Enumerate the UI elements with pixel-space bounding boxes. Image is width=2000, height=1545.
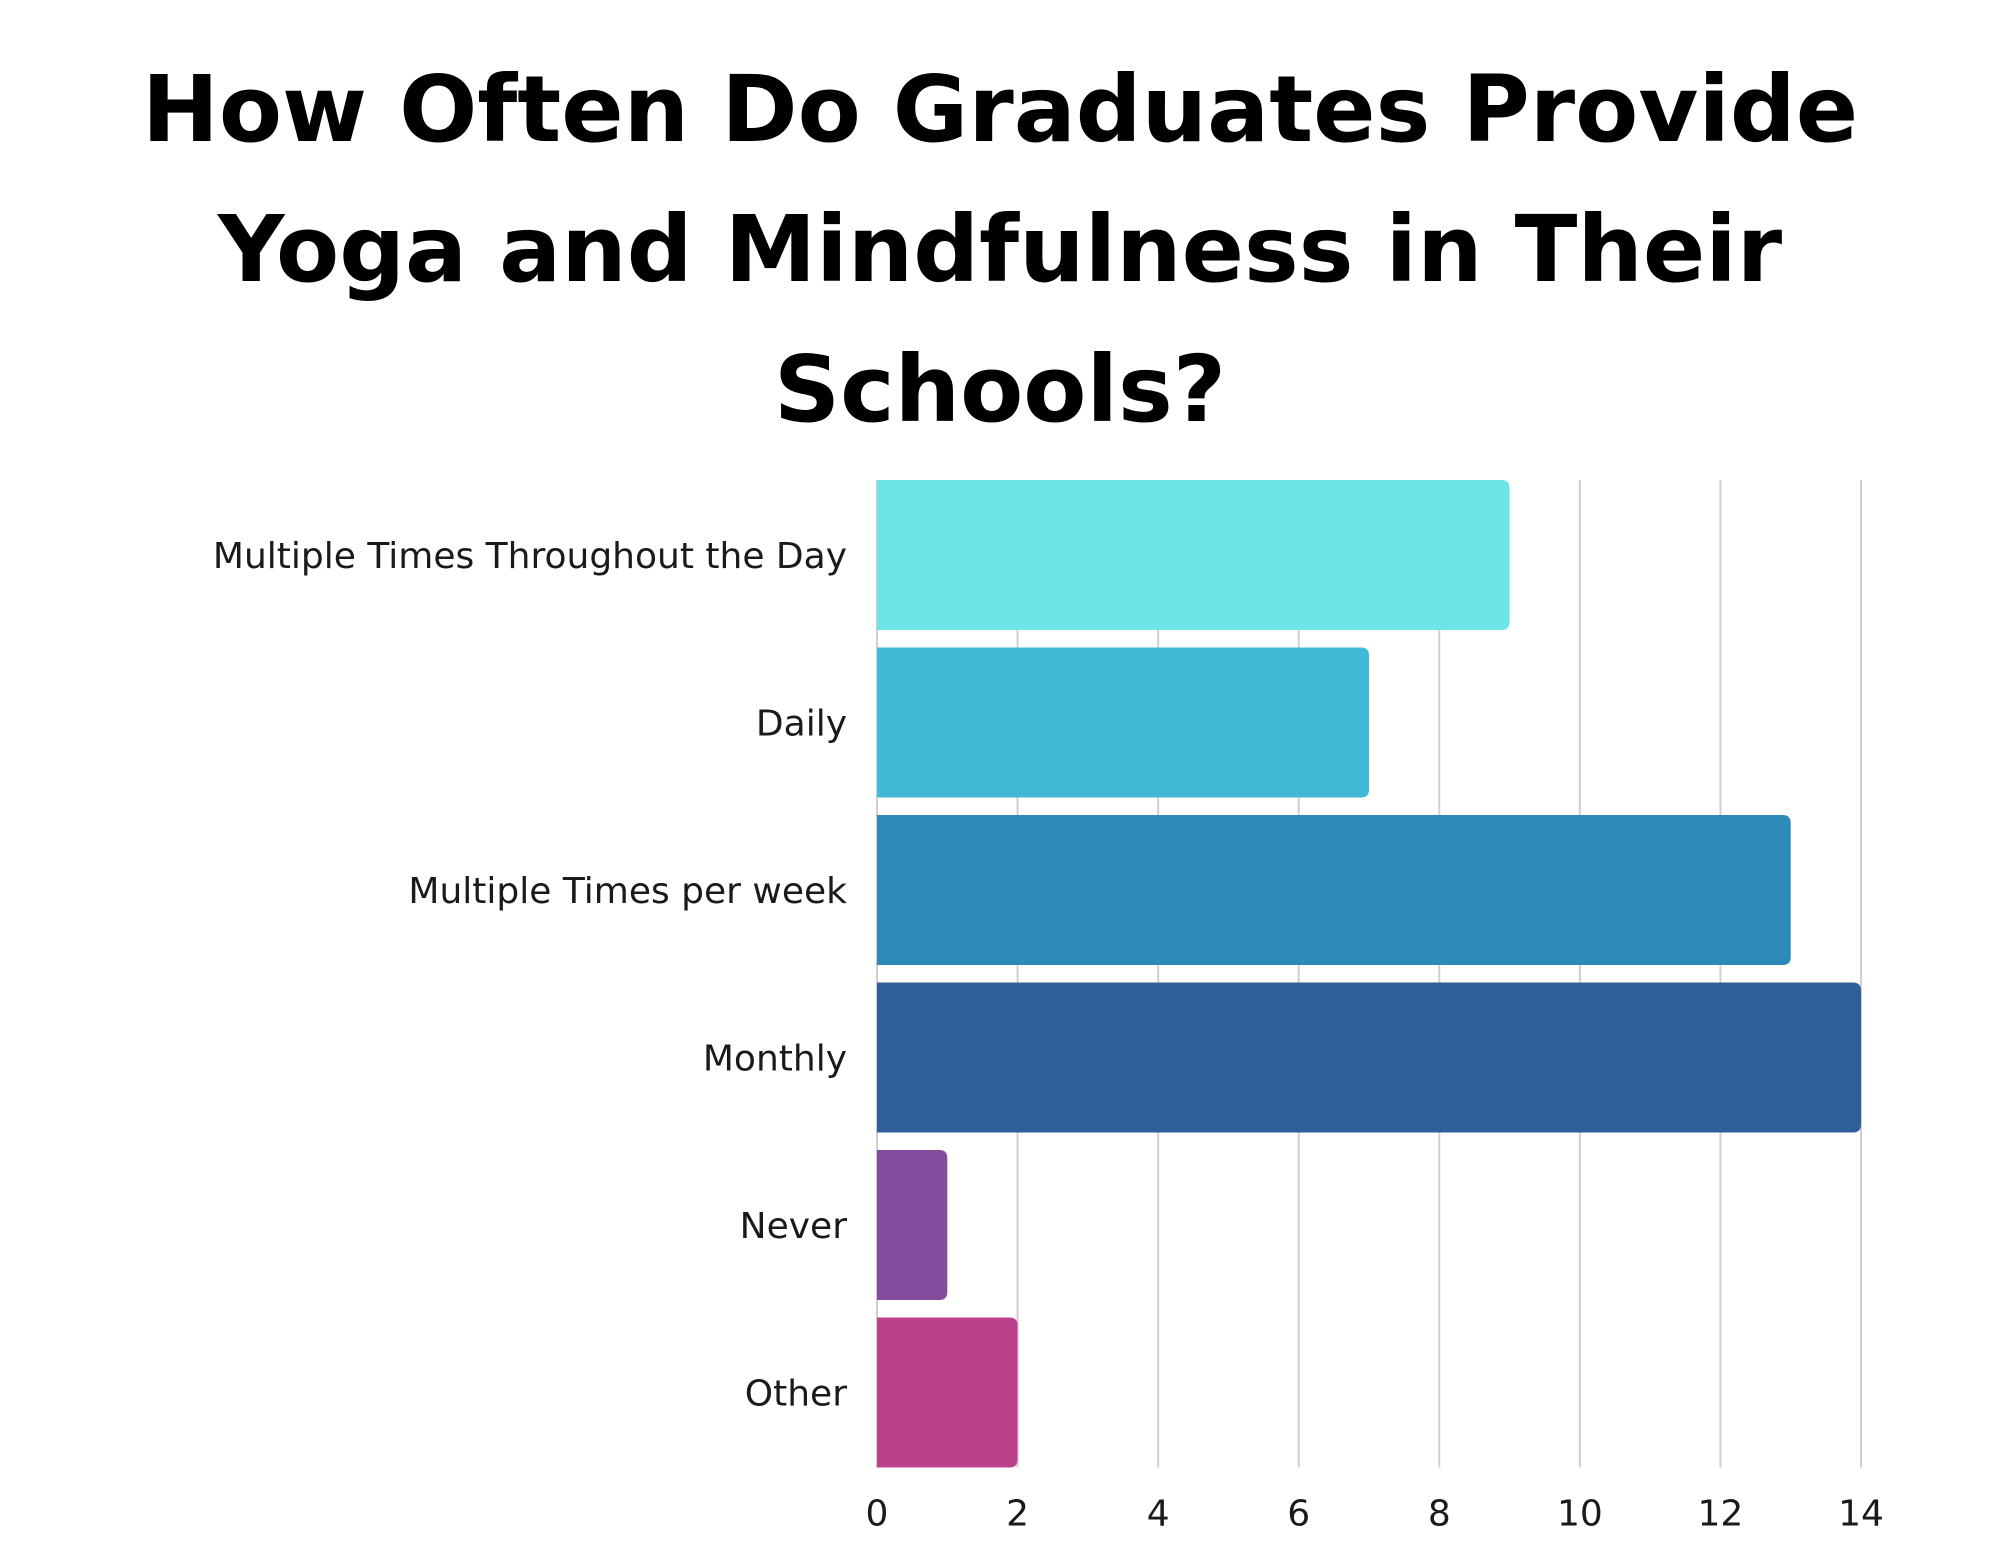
x-tick-label: 14 xyxy=(1838,1494,1884,1535)
category-label: Never xyxy=(740,1206,848,1247)
chart-title: How Often Do Graduates Provide Yoga and … xyxy=(141,56,1859,443)
bars xyxy=(877,480,1861,1468)
bar-multiple-times-throughout-the-day xyxy=(877,480,1510,630)
x-tick-label: 4 xyxy=(1147,1494,1170,1535)
x-tick-label: 10 xyxy=(1557,1494,1603,1535)
bar-other xyxy=(877,1317,1018,1468)
x-tick-label: 12 xyxy=(1698,1494,1744,1535)
category-label: Daily xyxy=(756,704,847,745)
x-tick-label: 0 xyxy=(866,1494,889,1535)
category-labels: Multiple Times Throughout the Day Daily Mu… xyxy=(213,536,847,1415)
x-tick-label: 6 xyxy=(1287,1494,1310,1535)
bar-never xyxy=(877,1150,948,1300)
x-tick-label: 2 xyxy=(1006,1494,1029,1535)
gridlines xyxy=(876,480,1862,1468)
bar-multiple-times-per-week xyxy=(877,815,1791,965)
category-label: Multiple Times Throughout the Day xyxy=(213,536,847,577)
x-tick-label: 8 xyxy=(1428,1494,1451,1535)
bar-monthly xyxy=(877,982,1861,1133)
category-label: Multiple Times per week xyxy=(408,871,847,912)
bar-daily xyxy=(877,647,1369,798)
category-label: Monthly xyxy=(703,1039,847,1080)
category-label: Other xyxy=(745,1374,847,1415)
x-axis-ticks: 0 2 4 6 8 10 12 14 xyxy=(866,1494,1884,1535)
